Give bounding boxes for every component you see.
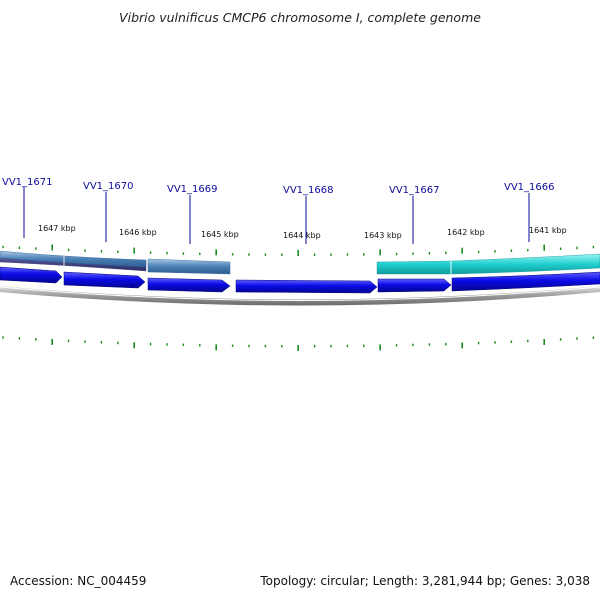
tick-row-top: [2, 244, 595, 256]
kbp-label: 1645 kbp: [201, 230, 239, 239]
kbp-label: 1644 kbp: [283, 231, 321, 240]
kbp-label: 1647 kbp: [38, 224, 76, 233]
feature-band-cyan: [376, 253, 600, 275]
gene-label-vv1-1667: VV1_1667: [389, 185, 440, 196]
cds-arrow-1667: [377, 278, 452, 293]
gene-label-vv1-1668: VV1_1668: [283, 185, 334, 196]
backbone-arc: [0, 286, 600, 306]
cds-arrow-1670: [63, 271, 146, 289]
cds-arrow-1666: [451, 271, 600, 292]
feature-band-steel: [0, 250, 147, 268]
gene-labels: VV1_1671 VV1_1670 VV1_1669 VV1_1668 VV1_…: [2, 177, 555, 244]
feature-band-steel-2: [147, 258, 231, 275]
kbp-labels: 1647 kbp 1646 kbp 1645 kbp 1644 kbp 1643…: [38, 224, 567, 240]
genome-summary-text: Topology: circular; Length: 3,281,944 bp…: [259, 574, 590, 588]
cds-arrow-1668: [235, 279, 378, 294]
kbp-label: 1641 kbp: [529, 226, 567, 235]
gene-label-vv1-1671: VV1_1671: [2, 177, 53, 188]
backbone-highlight: [0, 286, 600, 301]
cds-track: [0, 266, 600, 294]
gene-label-vv1-1670: VV1_1670: [83, 181, 134, 192]
kbp-label: 1642 kbp: [447, 228, 485, 237]
gene-label-vv1-1666: VV1_1666: [504, 182, 555, 193]
kbp-label: 1643 kbp: [364, 231, 402, 240]
map-title: Vibrio vulnificus CMCP6 chromosome I, co…: [119, 10, 481, 25]
cds-arrow-1669: [147, 277, 231, 293]
kbp-label: 1646 kbp: [119, 228, 157, 237]
gene-label-vv1-1669: VV1_1669: [167, 184, 218, 195]
cds-arrow-1671: [0, 266, 63, 284]
feature-track: [0, 250, 600, 275]
accession-text: Accession: NC_004459: [10, 574, 146, 588]
tick-row-bottom: [2, 336, 595, 351]
